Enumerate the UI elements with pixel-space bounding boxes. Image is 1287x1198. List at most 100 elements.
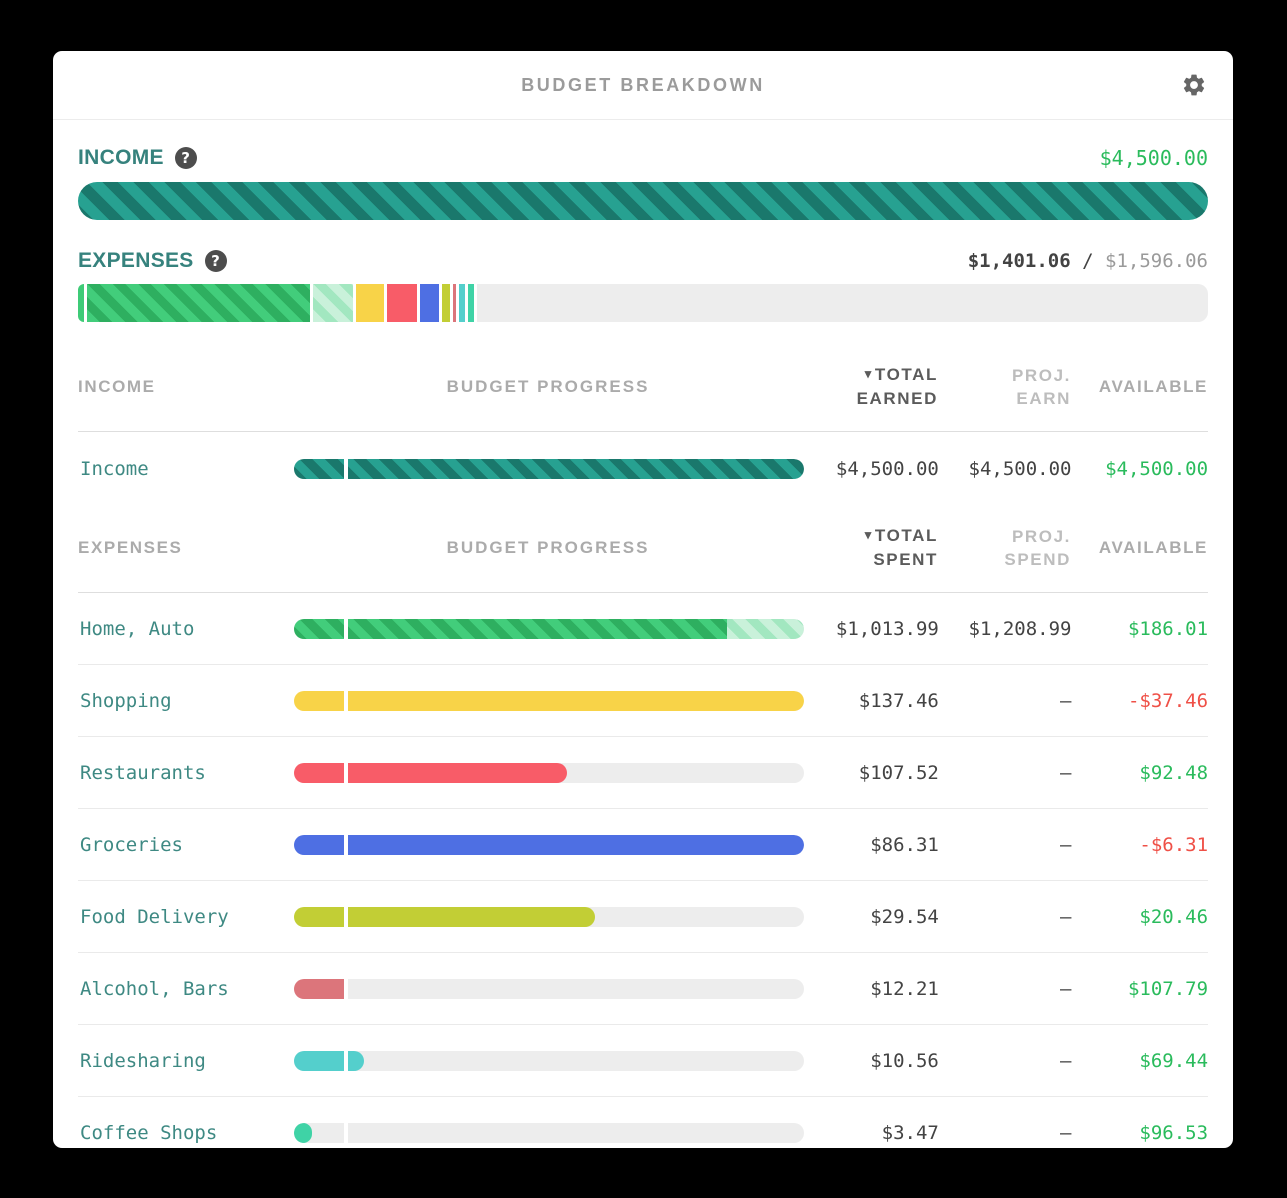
expenses-section-label-text: EXPENSES (78, 249, 194, 272)
category-link-income[interactable]: Income (80, 457, 149, 480)
page-title: BUDGET BREAKDOWN (521, 74, 765, 95)
proj-spend-value: – (1060, 905, 1072, 928)
income-table-header: INCOME BUDGET PROGRESS ▾ TOTAL EARNED PRO… (78, 344, 1208, 432)
available-value: -$6.31 (1139, 833, 1209, 856)
table-row: Income $4,500.00 $4,500.00 $4,500.00 (78, 432, 1208, 505)
expenses-amounts: $1,401.06 / $1,596.06 (968, 250, 1208, 272)
segment-food-delivery (441, 284, 450, 322)
budget-progress-bar (294, 1050, 805, 1071)
total-spent-value: $29.54 (870, 905, 939, 928)
segment-coffee-shops (468, 284, 475, 322)
total-earned-column-header[interactable]: ▾ TOTAL EARNED (803, 363, 938, 410)
expenses-projected-amount: $1,596.06 (1105, 250, 1208, 272)
total-spent-label: TOTAL SPENT (873, 526, 938, 569)
segment-shopping (355, 284, 385, 322)
category-link-shopping[interactable]: Shopping (80, 689, 172, 712)
proj-earn-column-header[interactable]: PROJ. EARN (1011, 365, 1071, 408)
total-spent-value: $1,013.99 (835, 617, 939, 640)
income-help-icon[interactable]: ? (174, 147, 197, 169)
available-value: $92.48 (1139, 761, 1209, 784)
available-value: $186.01 (1127, 617, 1209, 640)
available-column-header[interactable]: AVAILABLE (1098, 538, 1208, 557)
table-row: Home, Auto $1,013.99 $1,208.99 $186.01 (78, 593, 1208, 665)
available-column-header[interactable]: AVAILABLE (1098, 377, 1208, 396)
segment-home-auto-projected (313, 284, 353, 322)
table-row: Coffee Shops $3.47 – $96.53 (78, 1097, 1208, 1148)
income-summary-row: INCOME ? $4,500.00 (78, 146, 1208, 170)
available-value: $69.44 (1139, 1049, 1209, 1072)
proj-spend-value: – (1060, 689, 1072, 712)
budget-progress-bar (294, 1122, 805, 1143)
category-link-coffee-shops[interactable]: Coffee Shops (80, 1121, 218, 1144)
total-spent-value: $10.56 (870, 1049, 939, 1072)
segment-groceries (419, 284, 439, 322)
card-header: BUDGET BREAKDOWN (53, 51, 1233, 120)
expenses-section-label: EXPENSES ? (78, 249, 227, 273)
amount-divider: / (1082, 250, 1094, 272)
table-row: Ridesharing $10.56 – $69.44 (78, 1025, 1208, 1097)
proj-spend-column-header[interactable]: PROJ. SPEND (1004, 526, 1071, 569)
segment-home-auto-spent (86, 284, 311, 322)
budget-progress-column-header: BUDGET PROGRESS (446, 377, 650, 396)
income-column-header[interactable]: INCOME (78, 377, 156, 396)
expenses-column-header[interactable]: EXPENSES (78, 538, 183, 557)
total-spent-value: $107.52 (858, 761, 939, 784)
category-link-home-auto[interactable]: Home, Auto (80, 617, 195, 640)
segment-ridesharing (459, 284, 466, 322)
total-spent-value: $12.21 (870, 977, 939, 1000)
budget-progress-bar (294, 834, 805, 855)
income-summary-bar (78, 182, 1208, 220)
category-link-restaurants[interactable]: Restaurants (80, 761, 206, 784)
proj-spend-value: – (1060, 833, 1072, 856)
available-value: $4,500.00 (1105, 457, 1209, 480)
expenses-help-icon[interactable]: ? (204, 250, 227, 272)
sort-desc-icon: ▾ (864, 527, 873, 542)
budget-progress-column-header: BUDGET PROGRESS (446, 538, 650, 557)
table-row: Shopping $137.46 – -$37.46 (78, 665, 1208, 737)
total-earned-label: TOTAL EARNED (856, 365, 938, 408)
total-spent-value: $137.46 (858, 689, 939, 712)
budget-progress-bar (294, 978, 805, 999)
category-link-groceries[interactable]: Groceries (80, 833, 183, 856)
table-row: Restaurants $107.52 – $92.48 (78, 737, 1208, 809)
budget-progress-bar (294, 762, 805, 783)
gear-icon (1181, 74, 1207, 101)
income-section-label: INCOME ? (78, 146, 197, 170)
expenses-summary-row: EXPENSES ? $1,401.06 / $1,596.06 (78, 249, 1208, 273)
proj-spend-value: – (1060, 761, 1072, 784)
available-value: $107.79 (1127, 977, 1209, 1000)
total-spent-value: $86.31 (870, 833, 939, 856)
sort-desc-icon: ▾ (864, 366, 873, 381)
income-section-label-text: INCOME (78, 146, 164, 169)
table-row: Groceries $86.31 – -$6.31 (78, 809, 1208, 881)
segment-start-cap (78, 284, 84, 322)
available-value: $96.53 (1139, 1121, 1209, 1144)
total-spent-column-header[interactable]: ▾ TOTAL SPENT (803, 524, 938, 571)
income-progress-bar (294, 458, 805, 479)
budget-breakdown-card: BUDGET BREAKDOWN INCOME ? $4,500.00 EXPE… (53, 51, 1233, 1148)
table-row: Alcohol, Bars $12.21 – $107.79 (78, 953, 1208, 1025)
total-spent-value: $3.47 (881, 1121, 939, 1144)
expenses-spent-amount: $1,401.06 (967, 250, 1071, 272)
category-link-alcohol-bars[interactable]: Alcohol, Bars (80, 977, 229, 1000)
total-earned-value: $4,500.00 (835, 457, 939, 480)
category-link-ridesharing[interactable]: Ridesharing (80, 1049, 206, 1072)
category-link-food-delivery[interactable]: Food Delivery (80, 905, 229, 928)
proj-spend-value: $1,208.99 (968, 617, 1072, 640)
income-total-amount: $4,500.00 (1099, 146, 1208, 170)
table-row: Food Delivery $29.54 – $20.46 (78, 881, 1208, 953)
budget-progress-bar (294, 618, 805, 639)
expenses-summary-bar (78, 284, 1208, 322)
proj-spend-value: – (1060, 1049, 1072, 1072)
proj-earn-value: $4,500.00 (968, 457, 1072, 480)
segment-remaining-budget (477, 284, 1208, 322)
settings-button[interactable] (1181, 72, 1207, 98)
available-value: -$37.46 (1127, 689, 1209, 712)
budget-progress-bar (294, 690, 805, 711)
budget-progress-bar (294, 906, 805, 927)
proj-spend-value: – (1060, 1121, 1072, 1144)
available-value: $20.46 (1139, 905, 1209, 928)
segment-restaurants (387, 284, 417, 322)
segment-alcohol-bars (452, 284, 457, 322)
expenses-table-header: EXPENSES BUDGET PROGRESS ▾ TOTAL SPENT PR… (78, 505, 1208, 593)
